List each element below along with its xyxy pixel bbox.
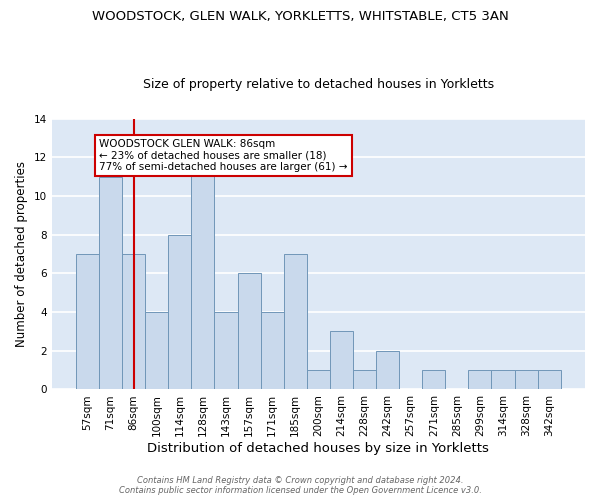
Bar xyxy=(145,312,168,390)
Bar xyxy=(214,312,238,390)
Bar xyxy=(238,274,260,390)
Bar xyxy=(422,370,445,390)
Bar xyxy=(191,138,214,390)
Bar xyxy=(307,370,330,390)
Text: WOODSTOCK, GLEN WALK, YORKLETTS, WHITSTABLE, CT5 3AN: WOODSTOCK, GLEN WALK, YORKLETTS, WHITSTA… xyxy=(92,10,508,23)
Bar xyxy=(168,234,191,390)
Bar xyxy=(538,370,561,390)
Bar xyxy=(491,370,515,390)
Bar xyxy=(76,254,99,390)
Bar xyxy=(376,351,399,390)
Bar xyxy=(122,254,145,390)
X-axis label: Distribution of detached houses by size in Yorkletts: Distribution of detached houses by size … xyxy=(148,442,489,455)
Y-axis label: Number of detached properties: Number of detached properties xyxy=(15,161,28,347)
Bar xyxy=(260,312,284,390)
Bar xyxy=(99,176,122,390)
Bar xyxy=(515,370,538,390)
Bar xyxy=(353,370,376,390)
Bar xyxy=(330,332,353,390)
Bar xyxy=(284,254,307,390)
Text: Contains HM Land Registry data © Crown copyright and database right 2024.
Contai: Contains HM Land Registry data © Crown c… xyxy=(119,476,481,495)
Title: Size of property relative to detached houses in Yorkletts: Size of property relative to detached ho… xyxy=(143,78,494,91)
Text: WOODSTOCK GLEN WALK: 86sqm
← 23% of detached houses are smaller (18)
77% of semi: WOODSTOCK GLEN WALK: 86sqm ← 23% of deta… xyxy=(99,139,347,172)
Bar xyxy=(469,370,491,390)
